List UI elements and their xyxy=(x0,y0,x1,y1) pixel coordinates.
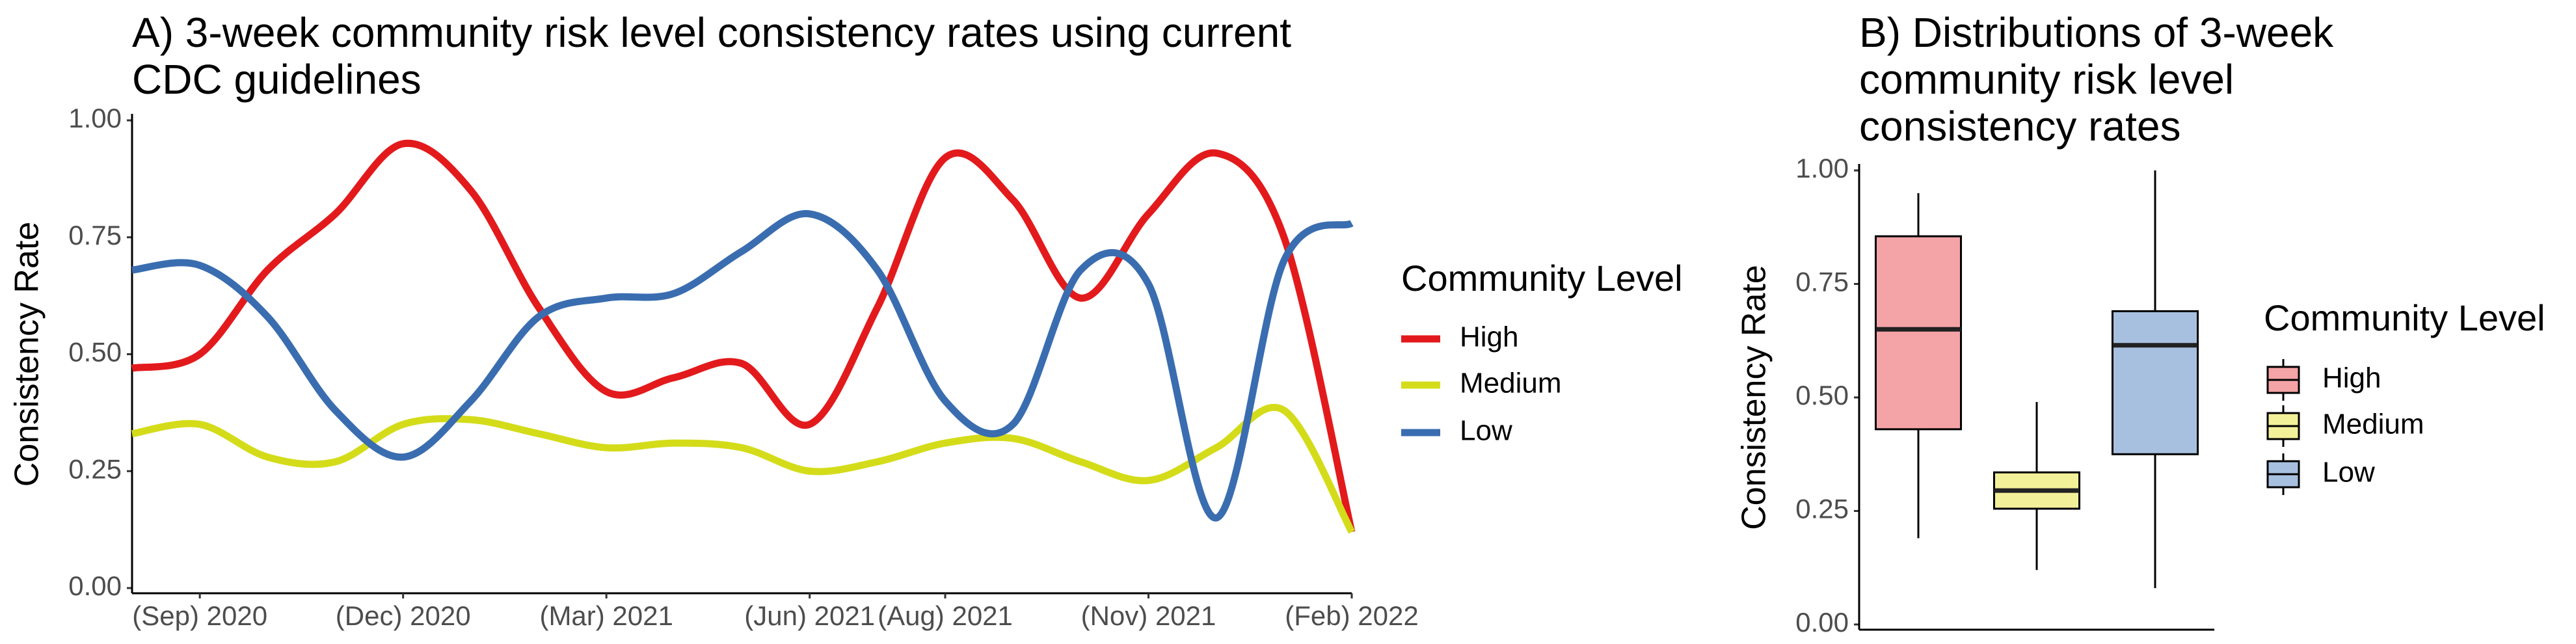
box xyxy=(1874,235,1963,431)
y-tick-label: 0.50 xyxy=(68,337,122,368)
legend-title: Community Level xyxy=(2264,297,2545,338)
y-tick-label: 0.00 xyxy=(1795,607,1849,637)
y-tick-label: 0.00 xyxy=(68,570,122,601)
series-line xyxy=(131,210,1354,522)
x-tick-label: (Nov) 2021 xyxy=(1081,600,1216,631)
series-line xyxy=(131,403,1355,534)
series-line xyxy=(131,139,1356,533)
y-tick-label: 0.25 xyxy=(68,453,122,484)
chart-title: B) Distributions of 3-week community ris… xyxy=(1859,9,2334,150)
y-axis-label: Consistency Rate xyxy=(8,222,46,487)
legend-label: Low xyxy=(1460,415,1512,447)
chart-title: A) 3-week community risk level consisten… xyxy=(132,9,1291,103)
y-axis-label: Consistency Rate xyxy=(1736,265,1773,530)
legend-label: High xyxy=(1460,321,1519,353)
legend-label: Medium xyxy=(1460,368,1562,399)
legend-label: Low xyxy=(2322,457,2375,489)
x-tick-label: (Aug) 2021 xyxy=(878,600,1013,631)
y-tick-label: 0.75 xyxy=(1795,267,1849,297)
legend-label: High xyxy=(2322,362,2381,394)
x-tick-label: (Sep) 2020 xyxy=(132,600,267,631)
x-tick-label: (Feb) 2022 xyxy=(1285,600,1418,631)
x-tick-label: (Dec) 2020 xyxy=(336,600,471,631)
y-tick-label: 1.00 xyxy=(1795,153,1849,183)
y-tick-label: 0.25 xyxy=(1795,494,1849,524)
y-tick-label: 0.50 xyxy=(1795,380,1849,410)
y-tick-label: 0.75 xyxy=(68,220,122,250)
box xyxy=(2111,310,2199,455)
x-tick-label: (Mar) 2021 xyxy=(539,600,673,631)
y-tick-label: 1.00 xyxy=(68,103,122,133)
legend-title: Community Level xyxy=(1401,258,1683,299)
legend-label: Medium xyxy=(2322,409,2424,440)
x-tick-label: (Jun) 2021 xyxy=(744,600,875,631)
